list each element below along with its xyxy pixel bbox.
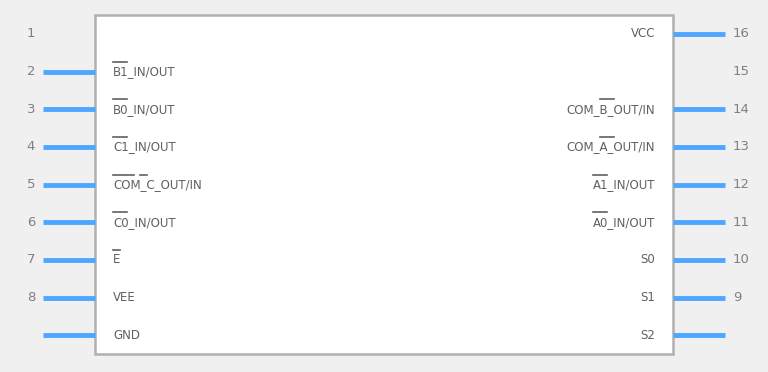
Text: 14: 14: [733, 103, 750, 116]
Text: 3: 3: [27, 103, 35, 116]
Text: 10: 10: [733, 253, 750, 266]
Text: 11: 11: [733, 216, 750, 229]
Text: A0_IN/OUT: A0_IN/OUT: [593, 216, 655, 229]
Text: C1_IN/OUT: C1_IN/OUT: [113, 140, 176, 153]
Text: 5: 5: [27, 178, 35, 191]
Text: A1_IN/OUT: A1_IN/OUT: [592, 178, 655, 191]
Text: 9: 9: [733, 291, 741, 304]
Text: 7: 7: [27, 253, 35, 266]
Text: 2: 2: [27, 65, 35, 78]
Text: VCC: VCC: [631, 27, 655, 40]
Text: 4: 4: [27, 140, 35, 153]
Text: 8: 8: [27, 291, 35, 304]
Text: C0_IN/OUT: C0_IN/OUT: [113, 216, 176, 229]
Text: S0: S0: [641, 253, 655, 266]
Text: 12: 12: [733, 178, 750, 191]
Text: 6: 6: [27, 216, 35, 229]
Text: 15: 15: [733, 65, 750, 78]
Text: B0_IN/OUT: B0_IN/OUT: [113, 103, 176, 116]
Text: 13: 13: [733, 140, 750, 153]
Text: 1: 1: [27, 27, 35, 40]
Text: S1: S1: [640, 291, 655, 304]
Text: B1_IN/OUT: B1_IN/OUT: [113, 65, 176, 78]
Text: COM_B_OUT/IN: COM_B_OUT/IN: [566, 103, 655, 116]
Text: COM_A_OUT/IN: COM_A_OUT/IN: [567, 140, 655, 153]
Text: COM_C_OUT/IN: COM_C_OUT/IN: [113, 178, 202, 191]
Text: 16: 16: [733, 27, 750, 40]
Bar: [95, 15, 673, 354]
Text: S2: S2: [640, 329, 655, 341]
Text: E: E: [113, 253, 121, 266]
Text: GND: GND: [113, 329, 140, 341]
Text: VEE: VEE: [113, 291, 136, 304]
